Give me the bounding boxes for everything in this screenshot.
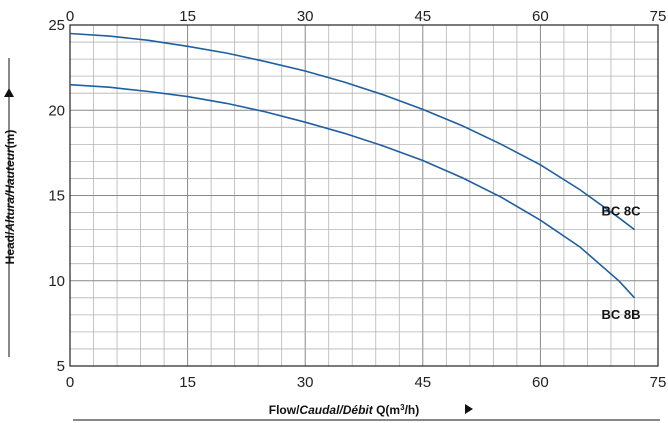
x-tick-label-bottom: 45 xyxy=(414,374,431,391)
x-axis-bottom: 0 15 30 45 60 75 xyxy=(66,374,667,391)
series-line-bc-8b xyxy=(69,83,636,299)
x-tick-label-bottom: 75 xyxy=(650,374,667,391)
y-tick-label: 20 xyxy=(48,102,65,119)
x-tick-label-bottom: 30 xyxy=(297,374,314,391)
x-tick-label-top: 45 xyxy=(414,8,431,25)
x-tick-label-top: 30 xyxy=(297,8,314,25)
series-label: BC 8C xyxy=(601,204,641,219)
series-labels: BC 8C BC 8B xyxy=(601,204,641,322)
x-axis-title: Flow/Caudal/Débit Q(m3/h) xyxy=(269,403,419,418)
x-tick-label-top: 75 xyxy=(650,8,667,25)
x-tick-label-top: 15 xyxy=(179,8,196,25)
axis-title-part: /h) xyxy=(405,403,420,417)
series-curves xyxy=(69,32,636,299)
axis-title-part: Altura/Hauteur xyxy=(3,147,17,233)
grid xyxy=(69,24,659,367)
x-tick-label-bottom: 15 xyxy=(179,374,196,391)
y-tick-label: 25 xyxy=(48,17,65,34)
y-axis-arrow-icon xyxy=(4,88,14,97)
x-tick-label-top: 60 xyxy=(532,8,549,25)
axis-title-part: (m) xyxy=(3,130,17,149)
axis-title-part: Head/ xyxy=(3,231,17,264)
axis-title-part: Flow/ xyxy=(269,403,300,417)
y-axis: 5 10 15 20 25 xyxy=(48,17,65,375)
x-axis-top: 0 15 30 45 60 75 xyxy=(66,8,667,25)
series-label: BC 8B xyxy=(601,307,640,322)
plot-frame xyxy=(69,24,659,367)
y-axis-title: Head/Altura/Hauteur(m) xyxy=(3,130,17,265)
series-line-bc-8c xyxy=(69,32,635,231)
axis-title-part: Q(m xyxy=(373,403,400,417)
y-tick-label: 15 xyxy=(48,188,65,205)
y-tick-label: 5 xyxy=(57,358,65,375)
axis-title-part: 3 xyxy=(400,403,405,412)
y-tick-label: 10 xyxy=(48,273,65,290)
x-tick-label-bottom: 0 xyxy=(66,374,74,391)
x-tick-label-top: 0 xyxy=(66,8,74,25)
x-axis-arrow-icon xyxy=(465,404,473,414)
x-tick-label-bottom: 60 xyxy=(532,374,549,391)
axis-title-part: Caudal/Débit xyxy=(299,403,373,417)
